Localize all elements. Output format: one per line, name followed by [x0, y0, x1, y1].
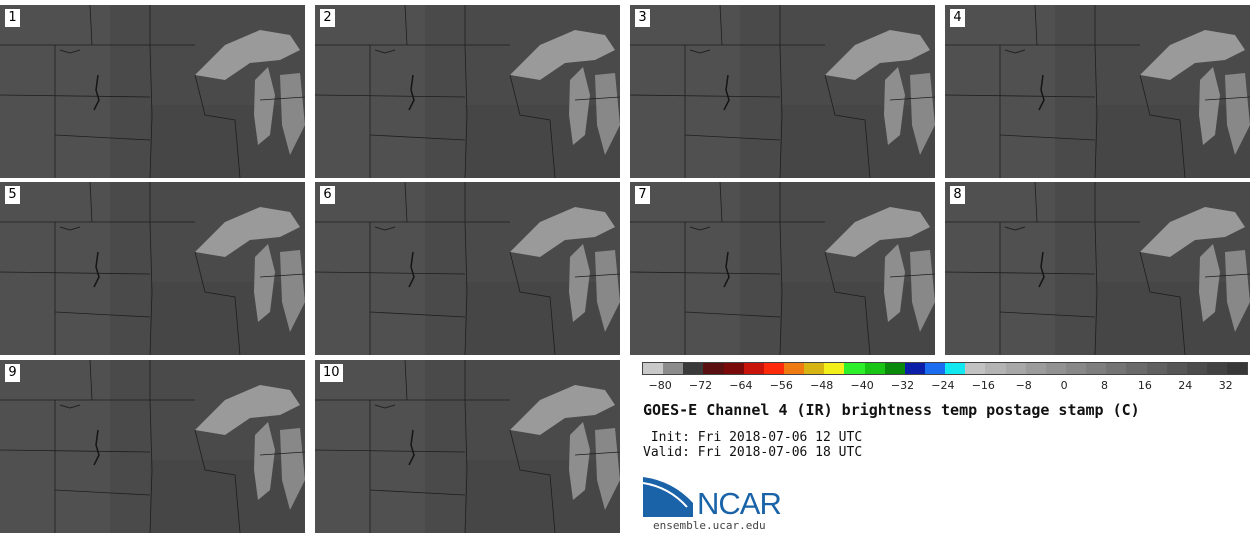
colorbar-swatch	[1106, 363, 1127, 374]
colorbar-tick-label: −80	[648, 379, 672, 392]
colorbar-swatch	[723, 363, 744, 374]
forecast-panel: 6	[315, 182, 620, 355]
colorbar-tick-label: −48	[810, 379, 834, 392]
colorbar-swatch	[985, 363, 1006, 374]
forecast-panel: 9	[0, 360, 305, 533]
colorbar-swatch	[783, 363, 805, 374]
colorbar-swatch	[1065, 363, 1087, 374]
colorbar-swatch	[643, 363, 664, 374]
colorbar-tick-label: −40	[850, 379, 874, 392]
colorbar-tick-label: −8	[1015, 379, 1032, 392]
panel-number: 10	[320, 364, 343, 382]
valid-time: Valid: Fri 2018-07-06 18 UTC	[643, 445, 863, 460]
colorbar-swatch	[824, 363, 845, 374]
colorbar-swatch	[1086, 363, 1107, 374]
forecast-panel: 10	[315, 360, 620, 533]
colorbar-swatch	[965, 363, 986, 374]
figure-title: GOES-E Channel 4 (IR) brightness temp po…	[643, 401, 1140, 419]
panel-number: 1	[5, 9, 20, 27]
forecast-panel: 1	[0, 5, 305, 178]
forecast-panel: 7	[630, 182, 935, 355]
colorbar-tick-label: 32	[1218, 379, 1233, 392]
colorbar-tick-label: 8	[1101, 379, 1108, 392]
panel-number: 3	[635, 9, 650, 27]
colorbar-swatch	[1045, 363, 1066, 374]
colorbar-swatch	[804, 363, 825, 374]
colorbar-tick-label: −64	[729, 379, 753, 392]
colorbar-swatch	[1005, 363, 1026, 374]
ncar-logo-text: NCAR	[697, 486, 782, 521]
forecast-panel: 3	[630, 5, 935, 178]
colorbar-swatch	[945, 363, 966, 374]
forecast-panel: 8	[945, 182, 1250, 355]
colorbar-swatch	[1186, 363, 1207, 374]
colorbar-swatch	[743, 363, 764, 374]
forecast-panel: 4	[945, 5, 1250, 178]
forecast-panel: 2	[315, 5, 620, 178]
colorbar-swatch	[1227, 363, 1248, 374]
colorbar	[642, 362, 1248, 375]
panel-number: 8	[950, 186, 965, 204]
colorbar-ticks: −80 −72 −64 −56 −48 −40 −32 −24 −16 −8 0 8 16 24 32	[642, 379, 1248, 393]
colorbar-tick-label: 16	[1137, 379, 1152, 392]
colorbar-tick-label: 24	[1178, 379, 1193, 392]
colorbar-swatch	[1206, 363, 1228, 374]
panel-number: 9	[5, 364, 20, 382]
website-url: ensemble.ucar.edu	[653, 519, 766, 532]
colorbar-swatch	[1025, 363, 1046, 374]
colorbar-swatch	[884, 363, 905, 374]
panel-number: 7	[635, 186, 650, 204]
panel-number: 5	[5, 186, 20, 204]
colorbar-swatch	[763, 363, 784, 374]
colorbar-swatch	[844, 363, 865, 374]
colorbar-tick-label: −56	[769, 379, 793, 392]
colorbar-tick-label: −32	[890, 379, 915, 392]
init-time: Init: Fri 2018-07-06 12 UTC	[643, 430, 863, 445]
colorbar-swatch	[703, 363, 724, 374]
colorbar-swatch	[1126, 363, 1147, 374]
colorbar-swatch	[1166, 363, 1187, 374]
colorbar-swatch	[683, 363, 704, 374]
forecast-panel: 5	[0, 182, 305, 355]
colorbar-swatch	[864, 363, 885, 374]
colorbar-tick-label: −72	[688, 379, 713, 392]
panel-number: 2	[320, 9, 335, 27]
ncar-logo-icon	[643, 477, 693, 517]
colorbar-tick-label: −24	[931, 379, 955, 392]
colorbar-tick-label: 0	[1060, 379, 1068, 392]
colorbar-swatch	[924, 363, 946, 374]
colorbar-tick-label: −16	[971, 379, 995, 392]
panel-number: 6	[320, 186, 335, 204]
colorbar-swatch	[663, 363, 684, 374]
colorbar-swatch	[904, 363, 925, 374]
panel-number: 4	[950, 9, 965, 27]
colorbar-swatch	[1146, 363, 1167, 374]
